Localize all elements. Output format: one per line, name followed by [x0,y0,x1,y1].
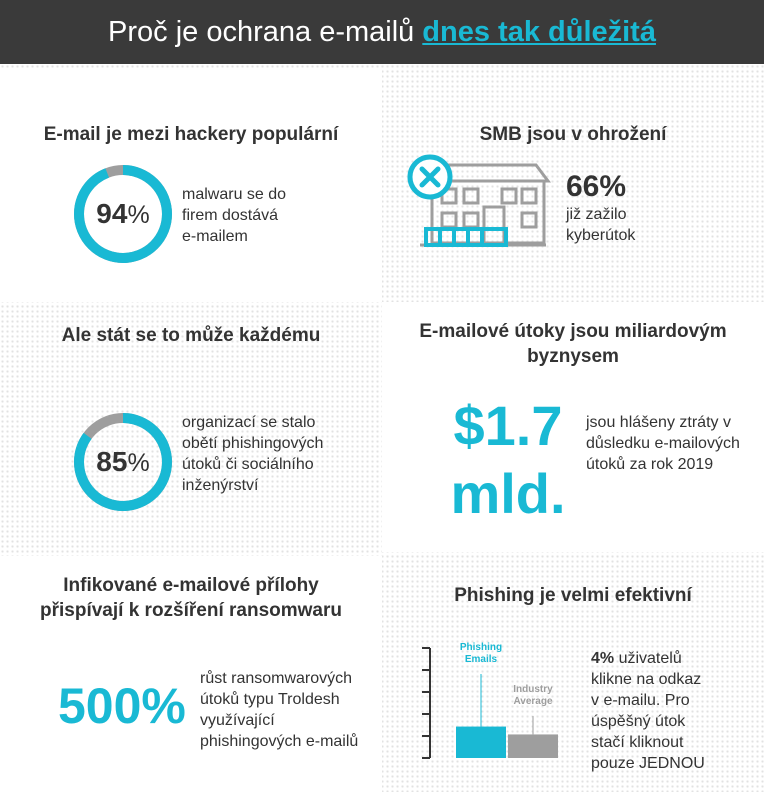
section1-heading: E-mail je mezi hackery populární [43,124,339,145]
ring-value-85: 85% [96,446,150,477]
ring-94: 94% [73,164,173,264]
donut-chart-85 [74,413,172,511]
panel-right-2 [382,302,764,552]
header-banner: Proč je ochrana e-mailů dnes tak důležitá [0,0,764,64]
section6-description: 4% uživatelů klikne na odkaz v e-mailu. P… [591,650,705,772]
title-highlight: dnes tak důležitá [422,15,656,48]
chart-bar [456,726,506,758]
section5-description: růst ransomwarových útoků typu Troldesh v… [200,670,359,750]
section5-heading: Infikované e-mailové přílohy přispívají k… [40,575,342,621]
section4-heading: E-mailové útoky jsou miliardovým byznysem [419,321,727,367]
stat-500: 500% [58,678,186,734]
section2-description: již zažilo kyberútok [566,206,636,244]
panel-left-3 [0,556,382,792]
page-title: Proč je ochrana e-mailů dnes tak důležitá [108,15,656,48]
section3-description: organizací se stalo obětí phishingových ú… [182,414,324,494]
panel-left-1 [0,70,382,302]
section6-heading: Phishing je velmi efektivní [454,585,692,606]
section2-heading: SMB jsou v ohrožení [479,124,667,145]
donut-chart-94 [74,165,172,263]
chart-category-label: Industry [513,684,553,695]
ring-value-94: 94% [96,198,150,229]
section3-heading: Ale stát se to může každému [61,325,321,346]
ring-85: 85% [73,412,173,512]
section1-description: malwaru se do firem dostává e-mailem [182,186,287,245]
building-x-icon [406,153,552,257]
stat-66: 66% [566,170,627,203]
section4-description: jsou hlášeny ztráty v důsledku e-mailovýc… [586,414,740,473]
chart-bar [508,734,558,758]
chart-category-label: Emails [465,654,498,665]
chart-category-label: Average [513,696,553,707]
chart-category-label: Phishing [460,642,502,653]
stat-1-7-billion: $1.7 mld. [450,394,566,525]
